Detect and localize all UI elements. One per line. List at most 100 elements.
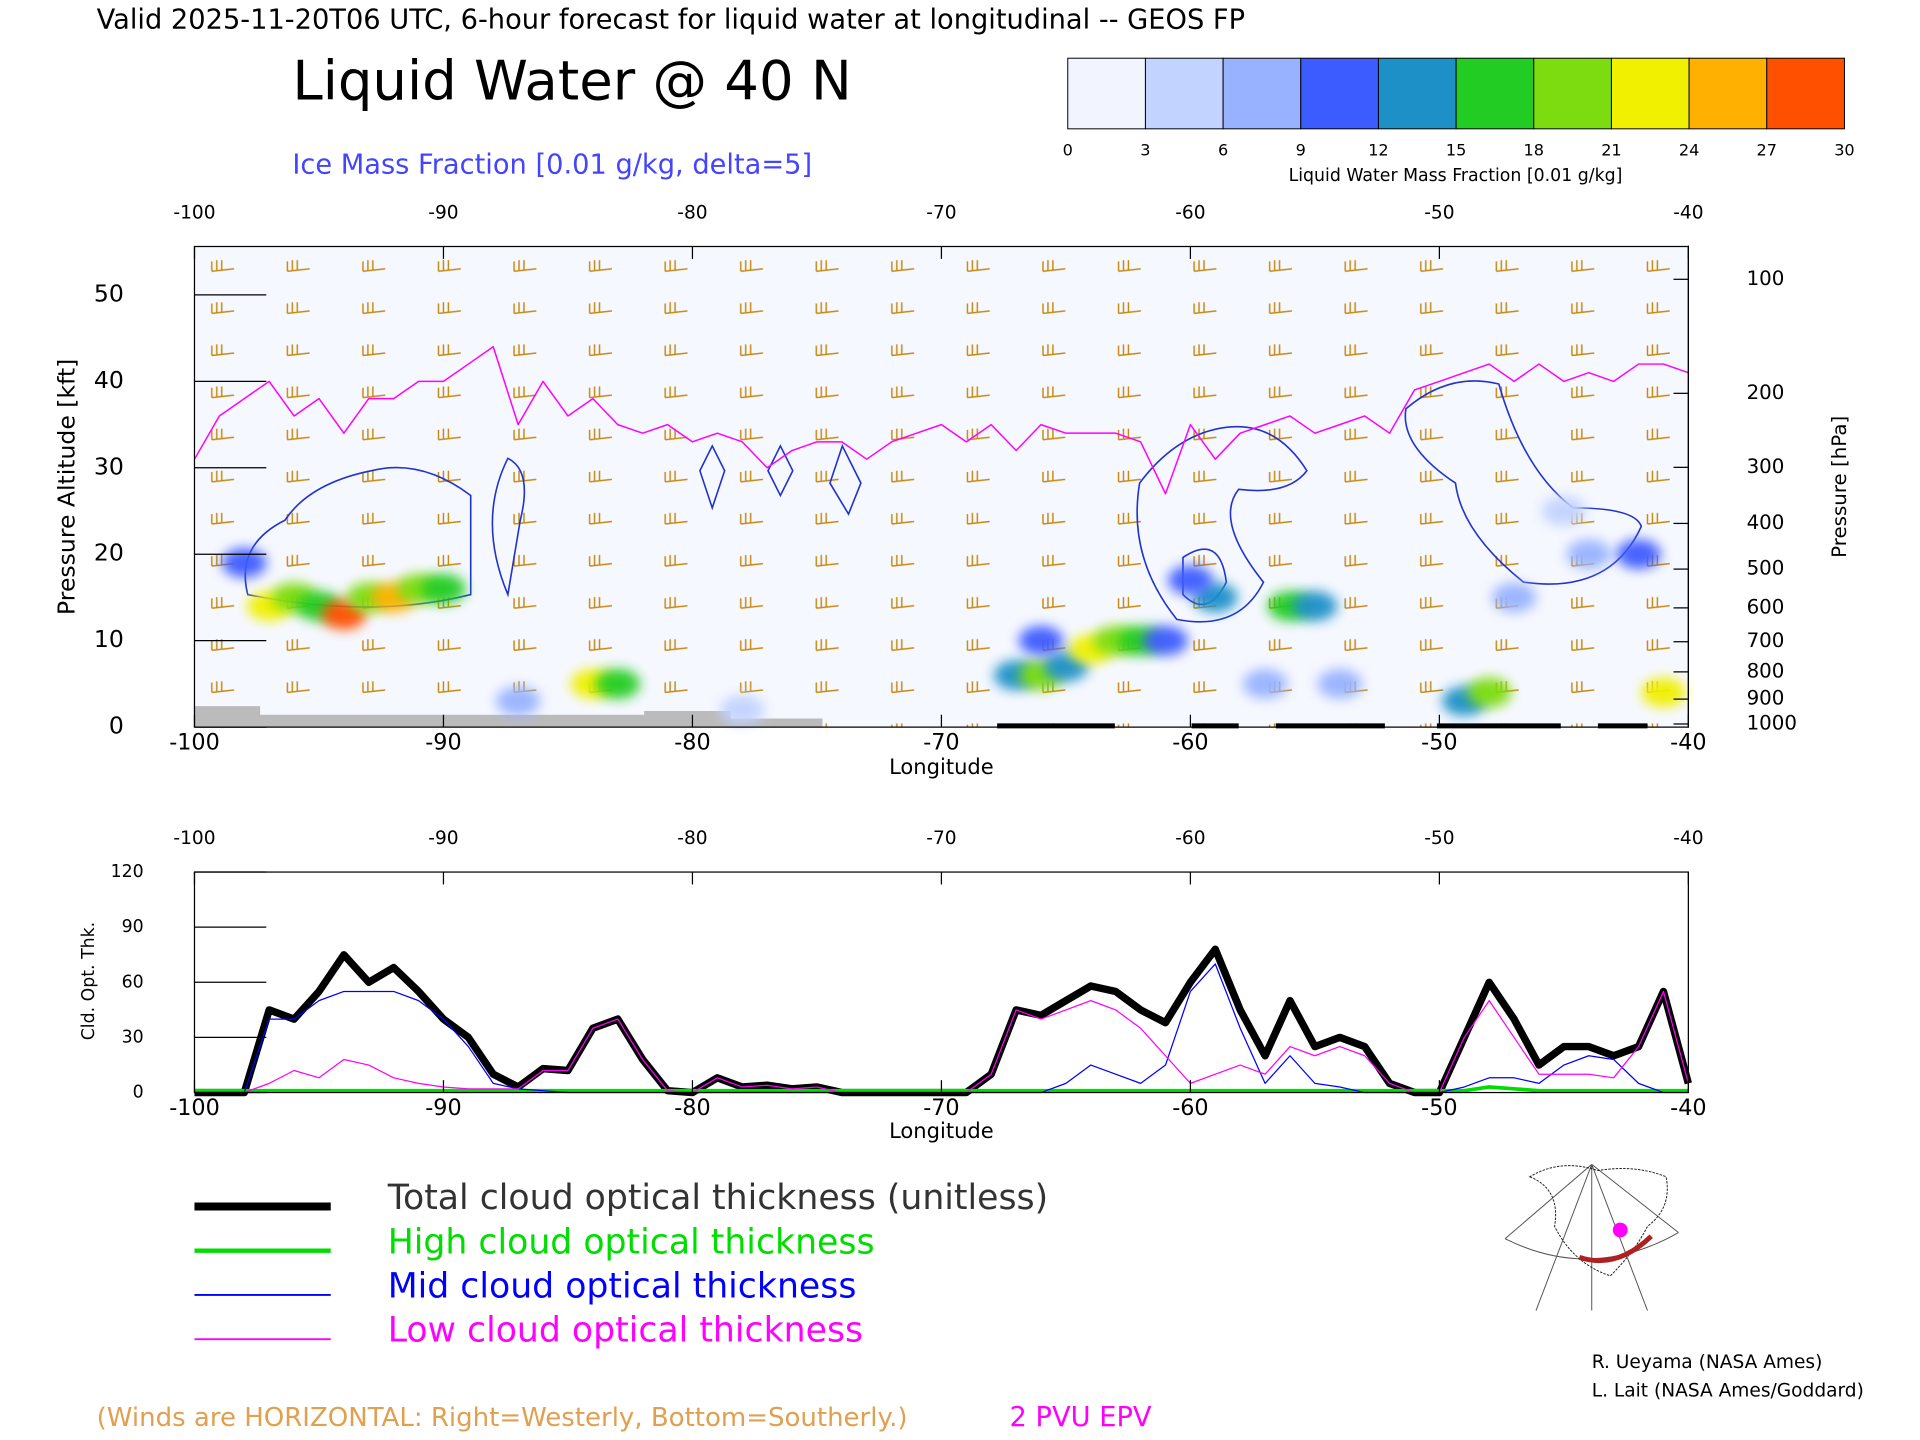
y-tick-label: 30 — [122, 1027, 144, 1047]
legend-label: Mid cloud optical thickness — [388, 1267, 857, 1307]
series-line — [194, 945, 1692, 1097]
y-tick-label: 10 — [94, 625, 124, 653]
x-tick-label: -50 — [1421, 1095, 1457, 1121]
liquid-water-cell — [1168, 565, 1213, 596]
x-tick-label: -100 — [169, 1095, 220, 1121]
colorbar-tick-label: 0 — [1063, 141, 1073, 160]
liquid-water-cell — [221, 548, 267, 578]
x-tick-label: -60 — [1172, 730, 1208, 756]
plot-layer — [193, 345, 1689, 725]
x-tick-label: -70 — [923, 1095, 959, 1121]
plot-frame — [193, 871, 1689, 1094]
liquid-water-cell — [595, 669, 641, 699]
y-tick-label: 40 — [94, 366, 124, 394]
x-tick-label: -60 — [1172, 1095, 1208, 1121]
liquid-water-cell — [495, 686, 541, 717]
x-tick-label: -50 — [1421, 730, 1457, 756]
y2-tick-label: 500 — [1747, 557, 1785, 580]
y-tick-label: 60 — [122, 972, 144, 992]
y2-axis-title: Pressure [hPa] — [1828, 416, 1851, 558]
liquid-water-cell — [1641, 677, 1686, 708]
wind-note: (Winds are HORIZONTAL: Right=Westerly, B… — [97, 1403, 908, 1433]
series-line — [194, 963, 1689, 1094]
colorbar-tick-label: 30 — [1834, 141, 1854, 160]
plot-layer — [194, 945, 1692, 1097]
colorbar-bin — [1300, 57, 1379, 130]
x-tick-label-top: -100 — [173, 203, 215, 224]
colorbar-tick-label: 24 — [1679, 141, 1699, 160]
colorbar-tick-label: 6 — [1218, 141, 1228, 160]
x-tick-label: -40 — [1670, 730, 1706, 756]
liquid-water-cell — [1541, 496, 1587, 526]
x-tick-label: -90 — [425, 1095, 461, 1121]
x-tick-label-top: -70 — [926, 828, 956, 849]
x-tick-label: -70 — [923, 730, 959, 756]
legend-label: Low cloud optical thickness — [388, 1311, 863, 1351]
credit: R. Ueyama (NASA Ames) — [1592, 1352, 1823, 1373]
y-tick-label: 120 — [111, 862, 144, 882]
legend-label: Total cloud optical thickness (unitless) — [387, 1178, 1048, 1218]
liquid-water-cell — [1491, 582, 1537, 613]
y2-tick-label: 1000 — [1747, 711, 1797, 734]
colorbar-tick-label: 21 — [1601, 141, 1621, 160]
x-tick-label-top: -80 — [677, 828, 707, 849]
liquid-water-cell — [1616, 539, 1661, 570]
colorbar-label: Liquid Water Mass Fraction [0.01 g/kg] — [1289, 166, 1623, 186]
x-tick-label-top: -70 — [926, 203, 956, 224]
x-tick-label-top: -80 — [677, 203, 707, 224]
y2-tick-label: 700 — [1747, 629, 1785, 652]
y-axis-title: Cld. Opt. Thk. — [79, 922, 99, 1041]
liquid-water-cell — [1566, 539, 1612, 570]
x-tick-label-top: -90 — [428, 828, 458, 849]
y-axis-title: Pressure Altitude [kft] — [53, 359, 81, 615]
x-tick-label-top: -100 — [173, 828, 215, 849]
y-tick-label: 90 — [122, 917, 144, 937]
colorbar-tick-label: 3 — [1140, 141, 1150, 160]
colorbar-bin — [1533, 57, 1612, 130]
liquid-water-cell — [421, 573, 466, 604]
x-tick-label: -100 — [169, 730, 220, 756]
liquid-water-cell — [1292, 591, 1338, 621]
colorbar-tick-label: 18 — [1524, 141, 1544, 160]
y2-tick-label: 800 — [1747, 659, 1785, 682]
x-tick-label-top: -40 — [1673, 828, 1703, 849]
y2-tick-label: 600 — [1747, 595, 1785, 618]
x-tick-label-top: -60 — [1175, 203, 1205, 224]
x-tick-label-top: -90 — [428, 203, 458, 224]
colorbar-tick-label: 9 — [1296, 141, 1306, 160]
y-tick-label: 50 — [94, 279, 124, 307]
colorbar-bin — [1067, 57, 1146, 130]
x-tick-label-top: -50 — [1424, 828, 1454, 849]
colorbar-bin — [1688, 57, 1768, 130]
liquid-water-cell — [719, 694, 765, 725]
wind-barbs — [194, 253, 1689, 728]
y-tick-label: 0 — [109, 712, 124, 740]
liquid-water-cell — [1143, 625, 1188, 656]
x-tick-label: -40 — [1670, 1095, 1706, 1121]
colorbar-tick-label: 12 — [1368, 141, 1388, 160]
liquid-water-cell — [1242, 669, 1288, 699]
x-tick-label-top: -50 — [1424, 203, 1454, 224]
colorbar-bin — [1144, 57, 1224, 130]
y2-tick-label: 200 — [1747, 381, 1785, 404]
colorbar-bin — [1610, 57, 1690, 130]
epv-legend: 2 PVU EPV — [1010, 1402, 1152, 1433]
y2-tick-label: 400 — [1747, 511, 1785, 534]
x-axis-title: Longitude — [889, 1118, 994, 1143]
header: Valid 2025-11-20T06 UTC, 6-hour forecast… — [97, 5, 1245, 36]
colorbar-bin — [1222, 57, 1302, 130]
colorbar-bin — [1766, 57, 1845, 130]
colorbar-bin — [1455, 57, 1535, 130]
y2-tick-label: 300 — [1747, 455, 1785, 478]
liquid-water-cell — [1317, 669, 1363, 699]
legend-label: High cloud optical thickness — [388, 1222, 875, 1262]
y-tick-label: 20 — [94, 539, 124, 567]
colorbar-bin — [1377, 57, 1457, 130]
subtitle: Ice Mass Fraction [0.01 g/kg, delta=5] — [292, 149, 812, 180]
y-tick-label: 30 — [94, 452, 124, 480]
y-tick-label: 0 — [133, 1083, 144, 1103]
x-tick-label-top: -40 — [1673, 203, 1703, 224]
x-tick-label: -90 — [425, 730, 461, 756]
terrain — [194, 706, 823, 728]
